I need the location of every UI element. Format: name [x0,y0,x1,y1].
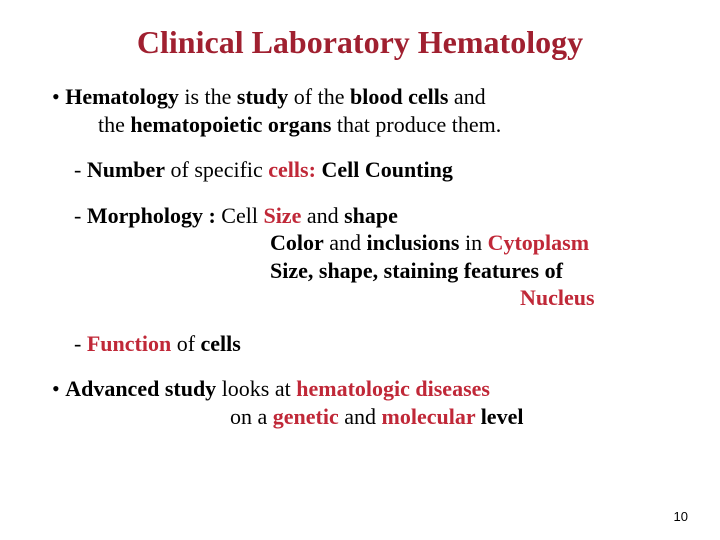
t: Nucleus [520,285,595,310]
t: hematopoietic organs [130,112,331,137]
t: Cell Counting [316,157,453,182]
t: - [74,331,87,356]
slide-title: Clinical Laboratory Hematology [40,24,680,61]
t: shape [344,203,398,228]
bullet-advanced-cont: on a genetic and molecular level [40,403,680,431]
t: Cell [221,203,263,228]
morph-line-size: Size, shape, staining features of [270,257,680,285]
morph-line-color: Color and inclusions in Cytoplasm [270,229,680,257]
t: looks at [216,376,296,401]
t: the [98,112,130,137]
bullet-definition-cont: the hematopoietic organs that produce th… [40,111,680,139]
t: that produce them. [331,112,501,137]
t: of [171,331,200,356]
t: molecular [382,404,476,429]
t: is the [179,84,237,109]
t: Color [270,230,324,255]
t: and [339,404,382,429]
t: - [74,157,87,182]
t: study [237,84,288,109]
t: Advanced study [65,376,216,401]
t: Cytoplasm [488,230,589,255]
t: and [301,203,344,228]
t: Size, shape, staining features of [270,258,563,283]
t: Hematology [65,84,179,109]
t: blood cells [350,84,448,109]
t: and [324,230,367,255]
t: Function [87,331,171,356]
sub-number: - Number of specific cells: Cell Countin… [40,156,680,184]
t: - [74,203,87,228]
t: Morphology [87,203,203,228]
t: cells [201,331,241,356]
t: and [448,84,485,109]
t: on a [230,404,273,429]
bullet-definition: Hematology is the study of the blood cel… [40,83,680,111]
morph-line-nucleus: Nucleus [270,284,680,312]
t: cells: [268,157,316,182]
t: of the [288,84,350,109]
t: genetic [273,404,339,429]
sub-morphology-lines: Color and inclusions in Cytoplasm Size, … [40,229,680,312]
t: Size [263,203,301,228]
t: hematologic diseases [296,376,490,401]
sub-morphology: - Morphology : Cell Size and shape [40,202,680,230]
t: Number [87,157,165,182]
t: : [203,203,221,228]
page-number: 10 [674,509,688,524]
t: level [475,404,523,429]
bullet-advanced: Advanced study looks at hematologic dise… [40,375,680,403]
t: inclusions [367,230,460,255]
t: of specific [165,157,268,182]
t: in [459,230,487,255]
sub-function: - Function of cells [40,330,680,358]
